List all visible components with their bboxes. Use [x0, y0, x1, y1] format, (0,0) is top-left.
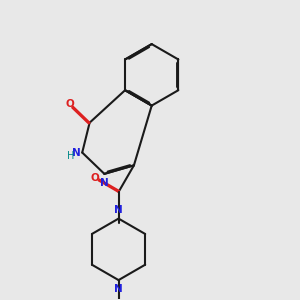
Text: N: N [72, 148, 80, 158]
Text: H: H [67, 151, 74, 161]
Text: N: N [100, 178, 109, 188]
Text: O: O [90, 173, 99, 183]
Text: N: N [114, 205, 123, 215]
Text: O: O [65, 99, 74, 109]
Text: N: N [114, 284, 123, 293]
